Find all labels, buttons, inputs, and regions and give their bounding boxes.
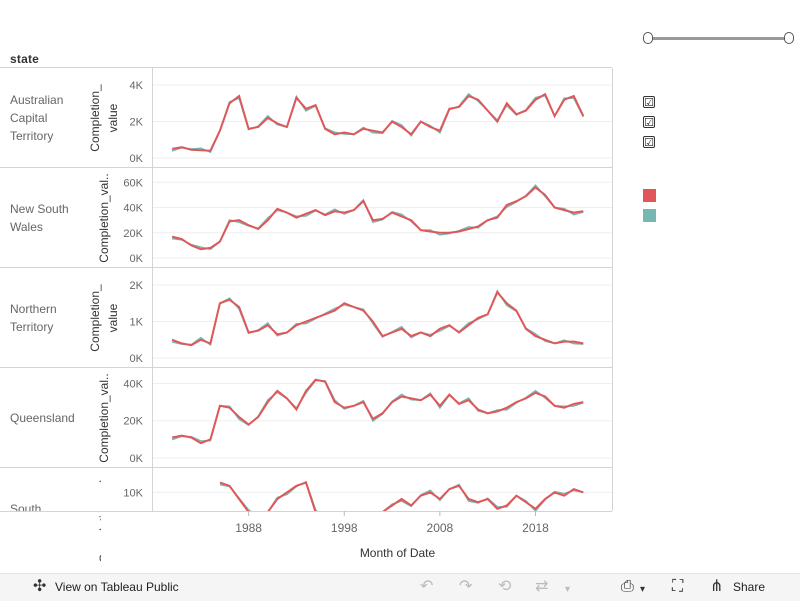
y-tick-label: 0K	[130, 153, 144, 165]
smoothed-series-line	[171, 186, 584, 251]
refresh-icon[interactable]: ⇄	[535, 578, 549, 595]
slider-handle-start[interactable]	[643, 32, 653, 44]
panel-series-group	[171, 92, 585, 154]
x-tick-label: 2018	[522, 521, 549, 535]
tableau-toolbar: ✣ View on Tableau Public ↶ ↷ ⟲ ⇄ ▾ ⎙ ▾ ⛶…	[0, 573, 800, 601]
y-tick-label: 2K	[130, 117, 144, 129]
undo-icon[interactable]: ↶	[420, 578, 434, 595]
smoothed-series-line	[219, 481, 584, 511]
revert-icon[interactable]: ⟲	[498, 578, 512, 595]
state-label: Australian Capital Territory	[10, 91, 90, 145]
state-label-line: Wales	[10, 220, 43, 234]
state-label-line: New South	[10, 202, 69, 216]
filter-checkbox-1[interactable]: ☑	[643, 96, 655, 109]
x-tick-label: 1988	[235, 521, 262, 535]
panel-series-group	[171, 184, 584, 251]
state-label: Queensland	[10, 409, 90, 427]
state-label-line: Queensland	[10, 411, 75, 425]
raw-series-line	[171, 289, 584, 347]
raw-series-line	[219, 480, 584, 511]
panel-series-group	[171, 378, 584, 445]
y-tick-label: 0K	[130, 353, 144, 365]
y-tick-label: 20K	[123, 228, 143, 240]
y-axis-title: Completion_val..	[97, 473, 111, 562]
view-on-tableau-public-link[interactable]: View on Tableau Public	[55, 580, 179, 594]
y-tick-label: 40K	[123, 203, 143, 215]
smoothed-series-line	[171, 290, 584, 347]
smoothed-series-line	[171, 92, 585, 152]
y-tick-label: 4K	[130, 80, 144, 92]
legend-swatch-raw[interactable]	[643, 209, 656, 222]
date-range-slider[interactable]	[648, 37, 788, 40]
state-label: Northern Territory	[10, 300, 90, 336]
x-tick-label: 1998	[331, 521, 358, 535]
y-axis-title: Completion_val..	[97, 373, 111, 462]
redo-icon[interactable]: ↷	[459, 578, 473, 595]
raw-series-line	[172, 184, 584, 251]
raw-series-line	[171, 92, 585, 154]
slider-handle-end[interactable]	[784, 32, 794, 44]
state-label-line: South	[10, 502, 42, 511]
filter-checkbox-3[interactable]: ☑	[643, 136, 655, 149]
refresh-dropdown-icon[interactable]: ▾	[565, 584, 571, 595]
x-tick-label: 2008	[427, 521, 454, 535]
filter-checkbox-2[interactable]: ☑	[643, 116, 655, 129]
state-label: SouthAustralia	[10, 500, 90, 511]
state-label-line: Territory	[10, 320, 54, 334]
y-tick-label: 40K	[123, 378, 143, 390]
y-axis-title: Completion_	[88, 84, 102, 152]
y-axis-title: Completion_val..	[97, 173, 111, 262]
panel-series-group	[219, 480, 584, 511]
y-axis-title: value	[106, 303, 120, 332]
smoothed-series-line	[171, 378, 584, 445]
y-tick-label: 60K	[123, 177, 143, 189]
row-field-header: state	[10, 52, 40, 66]
download-icon[interactable]: ⎙	[621, 578, 634, 595]
share-button[interactable]: Share	[733, 580, 766, 594]
share-icon[interactable]: ⋔	[710, 578, 724, 595]
state-label-line: Northern	[10, 302, 57, 316]
state-label-line: Australian	[10, 93, 64, 107]
state-label-line: Territory	[10, 129, 54, 143]
y-tick-label: 1K	[130, 317, 144, 329]
x-axis-title: Month of Date	[360, 546, 436, 560]
fullscreen-icon[interactable]: ⛶	[672, 578, 684, 595]
tableau-logo-icon: ✣	[33, 578, 47, 595]
y-tick-label: 20K	[123, 416, 143, 428]
state-label: New South Wales	[10, 200, 90, 236]
y-tick-label: 0K	[130, 453, 144, 465]
legend-swatch-smoothed[interactable]	[643, 189, 656, 202]
y-tick-label: 0K	[130, 253, 144, 265]
y-tick-label: 2K	[130, 280, 144, 292]
y-tick-label: 10K	[123, 487, 143, 499]
state-label-line: Capital	[10, 111, 48, 125]
y-axis-title: value	[106, 103, 120, 132]
panel-series-group	[171, 289, 584, 347]
download-dropdown-icon[interactable]: ▾	[640, 584, 646, 595]
y-axis-title: Completion_	[88, 284, 102, 352]
